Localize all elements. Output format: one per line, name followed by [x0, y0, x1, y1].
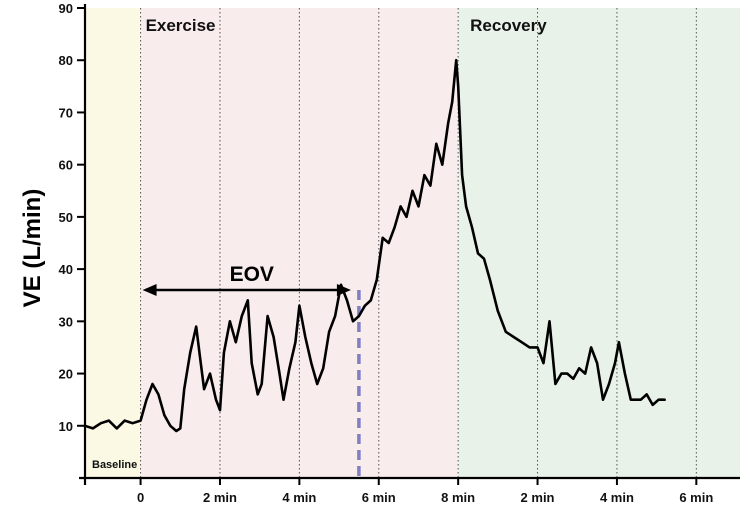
x-tick-label-3: 6 min: [362, 490, 396, 505]
y-tick-label-1: 20: [59, 367, 73, 382]
phase-label-exercise: Exercise: [146, 16, 216, 35]
eov-label: EOV: [230, 263, 274, 286]
phase-band-exercise: [140, 8, 459, 478]
y-tick-label-8: 90: [59, 1, 73, 16]
x-tick-label-5: 2 min: [521, 490, 555, 505]
phase-label-baseline: Baseline: [92, 459, 137, 471]
x-tick-label-6: 4 min: [600, 490, 634, 505]
ve-series-line-0: [83, 58, 666, 433]
phase-label-recovery: Recovery: [470, 16, 547, 35]
x-tick-label-2: 4 min: [282, 490, 316, 505]
y-tick-label-0: 10: [59, 419, 73, 434]
phase-band-recovery: [458, 8, 740, 478]
phase-band-baseline: [85, 8, 141, 478]
y-axis-label: VE (L/min): [19, 189, 46, 308]
y-tick-label-5: 60: [59, 158, 73, 173]
y-tick-label-2: 30: [59, 314, 73, 329]
x-tick-label-0: 0: [137, 490, 144, 505]
eov-arrowhead-left: [142, 284, 157, 296]
y-tick-label-3: 40: [59, 262, 73, 277]
y-tick-label-7: 80: [59, 53, 73, 68]
y-tick-label-6: 70: [59, 105, 73, 120]
y-tick-label-4: 50: [59, 210, 73, 225]
x-tick-label-4: 8 min: [441, 490, 475, 505]
x-tick-label-1: 2 min: [203, 490, 237, 505]
x-tick-label-7: 6 min: [679, 490, 713, 505]
